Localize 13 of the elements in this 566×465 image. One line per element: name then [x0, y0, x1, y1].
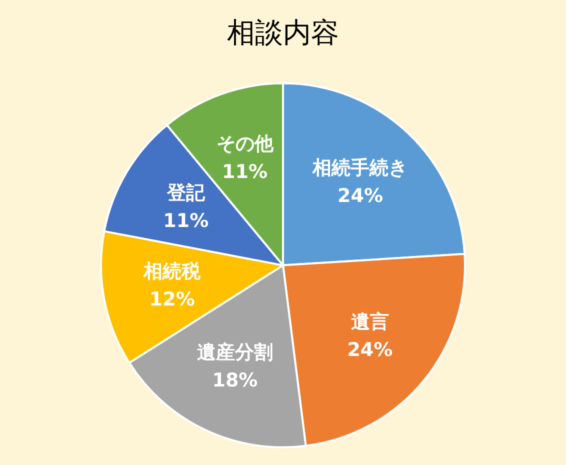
slice-label: 遺言	[350, 311, 389, 334]
chart-title: 相談内容	[227, 16, 339, 50]
data-label: 24%	[338, 184, 383, 207]
data-label: 24%	[347, 339, 393, 362]
slice-label: 相続税	[142, 260, 202, 282]
slice-label: 相続手続き	[312, 156, 408, 179]
slice-label: 遺産分割	[196, 341, 273, 364]
data-label: 11%	[163, 210, 209, 232]
data-label: 11%	[222, 161, 268, 184]
slice-label: 登記	[166, 182, 206, 204]
data-label: 12%	[149, 288, 195, 310]
slice-label: その他	[216, 133, 274, 156]
data-label: 18%	[212, 369, 258, 392]
